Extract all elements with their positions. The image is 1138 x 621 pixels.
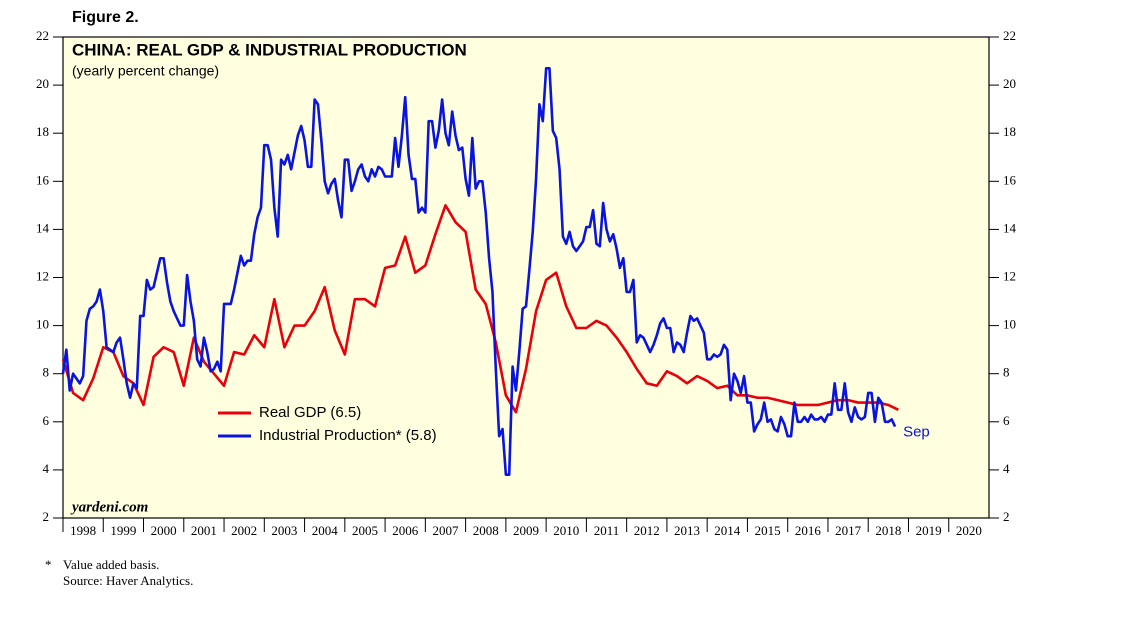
- y-tick-label-right: 16: [1003, 172, 1017, 187]
- y-tick-label-right: 20: [1003, 76, 1016, 91]
- x-tick-label: 2004: [312, 523, 339, 538]
- plot-area: [62, 36, 990, 519]
- x-tick-label: 2016: [795, 523, 822, 538]
- x-tick-label: 2017: [835, 523, 862, 538]
- y-tick-label: 10: [36, 317, 49, 332]
- y-tick-label-right: 4: [1003, 461, 1010, 476]
- y-tick-label: 22: [36, 28, 49, 43]
- y-tick-label: 18: [36, 124, 49, 139]
- y-tick-label-right: 12: [1003, 268, 1016, 283]
- x-tick-label: 2013: [674, 523, 700, 538]
- x-tick-label: 2001: [191, 523, 217, 538]
- y-tick-label-right: 6: [1003, 413, 1010, 428]
- figure-label: Figure 2.: [72, 9, 139, 26]
- source: Source: Haver Analytics.: [63, 573, 193, 588]
- y-tick-label: 6: [43, 413, 50, 428]
- annotation: Sep: [903, 424, 930, 441]
- y-tick-label: 8: [43, 365, 50, 380]
- x-tick-label: 2014: [714, 523, 741, 538]
- series-line: [61, 66, 897, 477]
- y-tick-label: 12: [36, 268, 49, 283]
- chart-title: CHINA: REAL GDP & INDUSTRIAL PRODUCTION: [72, 40, 467, 59]
- x-tick-label: 2003: [271, 523, 297, 538]
- y-tick-label-right: 2: [1003, 509, 1010, 524]
- x-tick-label: 2009: [513, 523, 539, 538]
- x-tick-label: 2019: [916, 523, 942, 538]
- y-tick-label: 20: [36, 76, 49, 91]
- x-tick-label: 2011: [594, 523, 620, 538]
- legend-label: Industrial Production* (5.8): [259, 427, 437, 444]
- y-tick-label: 2: [43, 509, 50, 524]
- x-tick-label: 2007: [432, 523, 459, 538]
- y-tick-label: 4: [43, 461, 50, 476]
- x-tick-label: 2020: [956, 523, 982, 538]
- x-tick-label: 2002: [231, 523, 257, 538]
- y-tick-label: 14: [36, 220, 50, 235]
- watermark: yardeni.com: [70, 499, 148, 515]
- x-tick-label: 2008: [473, 523, 499, 538]
- x-tick-label: 2015: [755, 523, 781, 538]
- y-tick-label: 16: [36, 172, 50, 187]
- x-tick-label: 2000: [151, 523, 177, 538]
- legend-label: Real GDP (6.5): [259, 404, 361, 421]
- footnote: Value added basis.: [63, 557, 159, 572]
- y-tick-label-right: 18: [1003, 124, 1016, 139]
- y-tick-label-right: 22: [1003, 28, 1016, 43]
- x-tick-label: 2005: [352, 523, 378, 538]
- x-tick-label: 2010: [553, 523, 579, 538]
- footnote-marker: *: [45, 557, 52, 572]
- x-tick-label: 2018: [875, 523, 901, 538]
- x-tick-label: 1999: [110, 523, 136, 538]
- y-tick-label-right: 8: [1003, 365, 1010, 380]
- x-tick-label: 1998: [70, 523, 96, 538]
- x-tick-label: 2006: [392, 523, 419, 538]
- chart-subtitle: (yearly percent change): [72, 63, 219, 79]
- x-tick-label: 2012: [634, 523, 660, 538]
- y-tick-label-right: 10: [1003, 317, 1016, 332]
- y-tick-label-right: 14: [1003, 220, 1017, 235]
